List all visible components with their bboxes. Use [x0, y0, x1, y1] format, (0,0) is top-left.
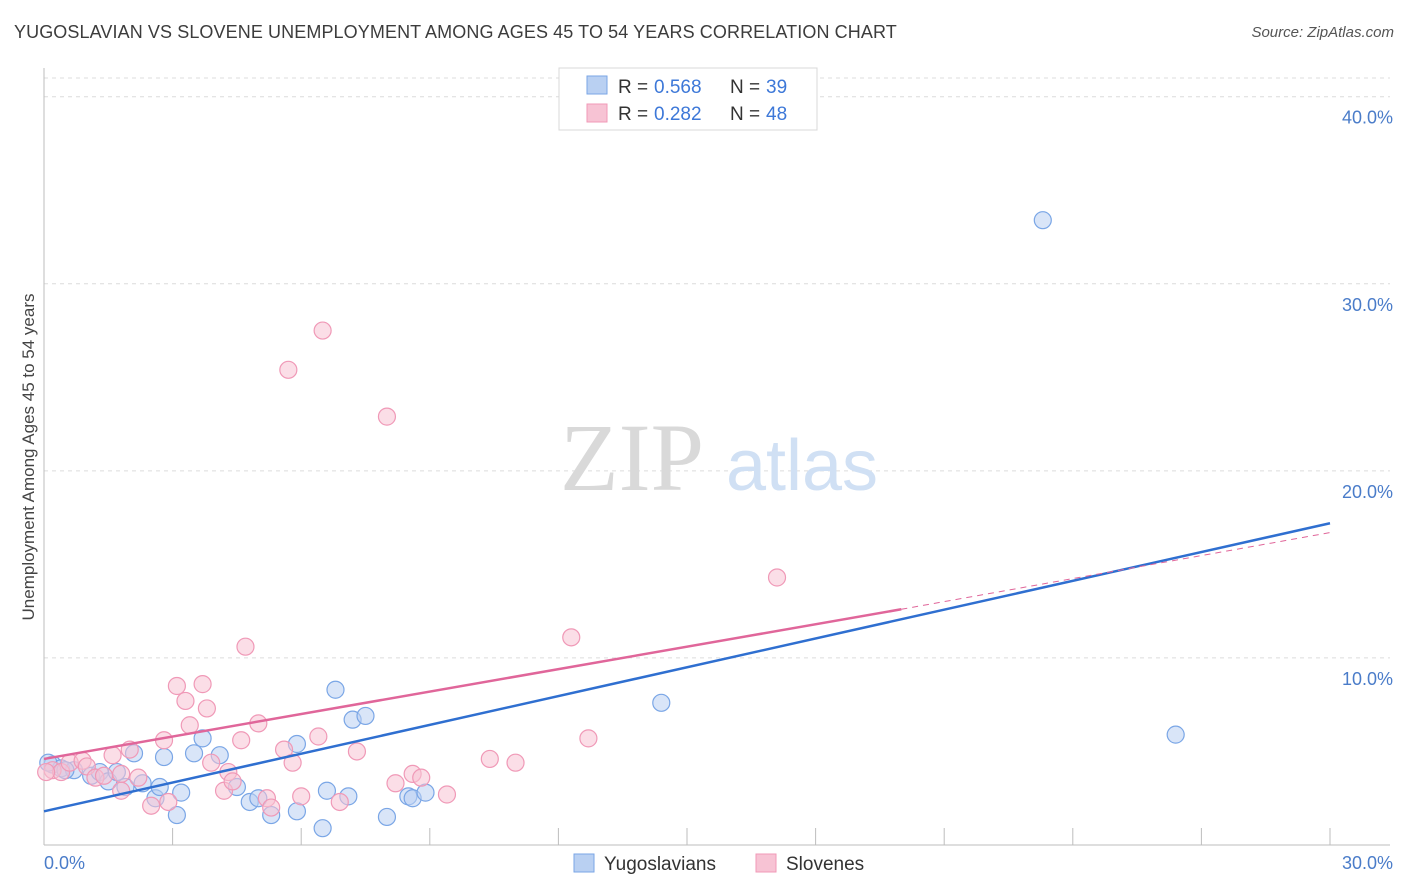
watermark-zip: ZIP	[560, 404, 704, 511]
point-slovenes-40	[506, 753, 525, 772]
point-yugoslavians-14	[172, 783, 191, 802]
point-yugoslavians-12	[154, 747, 174, 767]
point-slovenes-44	[279, 360, 298, 379]
data-points	[37, 211, 1185, 838]
point-yugoslavians-36	[1166, 725, 1185, 744]
trend-line-slovenes	[43, 608, 902, 761]
bottom-legend-yugoslavians: Yugoslavians	[604, 854, 716, 875]
point-yugoslavians-33	[313, 819, 332, 838]
point-slovenes-46	[377, 407, 397, 426]
y-tick-label-20: 20.0%	[1342, 482, 1393, 502]
point-yugoslavians-24	[317, 781, 337, 800]
point-yugoslavians-35	[1033, 211, 1052, 230]
trend-line-yugoslavians	[43, 522, 1331, 813]
legend-swatch-yugoslavians	[586, 75, 608, 95]
point-slovenes-18	[193, 675, 212, 694]
bottom-legend-slovenes: Slovenes	[786, 854, 864, 875]
point-slovenes-19	[197, 699, 216, 718]
point-yugoslavians-28	[356, 706, 375, 726]
watermark-atlas: atlas	[726, 426, 878, 506]
legend-r-label-2: R =	[618, 104, 648, 125]
y-axis-label: Unemployment Among Ages 45 to 54 years	[19, 294, 38, 621]
point-slovenes-20	[202, 753, 221, 772]
point-slovenes-16	[176, 691, 195, 711]
point-slovenes-25	[236, 637, 255, 656]
point-slovenes-38	[437, 785, 457, 804]
bottom-legend-swatch-yugoslavians	[573, 853, 595, 873]
legend-n-label-2: N =	[730, 104, 760, 125]
point-slovenes-39	[480, 749, 499, 769]
source-credit: Source: ZipAtlas.com	[1251, 24, 1394, 41]
point-slovenes-33	[330, 792, 349, 812]
point-slovenes-47	[37, 762, 56, 782]
x-tick-label-right: 30.0%	[1342, 853, 1393, 873]
point-slovenes-11	[129, 768, 148, 787]
point-yugoslavians-34	[652, 693, 671, 712]
bottom-legend: Yugoslavians Slovenes	[573, 853, 864, 875]
trend-lines	[43, 522, 1331, 813]
point-slovenes-31	[292, 787, 311, 806]
point-yugoslavians-16	[193, 729, 212, 748]
point-yugoslavians-15	[184, 744, 204, 763]
point-slovenes-14	[159, 792, 178, 812]
y-tick-label-30: 30.0%	[1342, 295, 1393, 315]
point-slovenes-24	[232, 731, 251, 750]
point-slovenes-30	[283, 753, 302, 772]
axes	[43, 68, 1390, 846]
point-yugoslavians-13	[167, 805, 186, 825]
point-slovenes-37	[412, 768, 431, 787]
point-slovenes-6	[94, 766, 114, 785]
point-slovenes-15	[167, 676, 186, 696]
gridlines	[44, 77, 1390, 659]
point-yugoslavians-29	[377, 807, 397, 827]
legend-r-value-yugoslavians: 0.568	[654, 77, 702, 98]
point-slovenes-42	[579, 729, 598, 748]
legend-swatch-slovenes	[586, 103, 608, 123]
point-slovenes-28	[262, 798, 281, 817]
legend: R = 0.568 N = 39 R = 0.282 N = 48	[558, 67, 818, 131]
legend-n-value-slovenes: 48	[766, 104, 787, 125]
point-yugoslavians-25	[326, 680, 345, 699]
point-slovenes-8	[112, 764, 131, 784]
point-slovenes-12	[142, 796, 161, 815]
legend-n-value-yugoslavians: 39	[766, 77, 787, 98]
point-slovenes-9	[112, 781, 131, 800]
legend-r-value-slovenes: 0.282	[654, 104, 702, 125]
x-tick-label-left: 0.0%	[44, 853, 85, 873]
point-slovenes-32	[309, 727, 328, 746]
bottom-legend-swatch-slovenes	[755, 853, 777, 873]
point-yugoslavians-32	[416, 783, 435, 802]
y-tick-label-40: 40.0%	[1342, 108, 1393, 128]
point-slovenes-35	[386, 774, 405, 793]
chart-title: YUGOSLAVIAN VS SLOVENE UNEMPLOYMENT AMON…	[14, 22, 897, 42]
point-slovenes-43	[767, 568, 787, 587]
point-slovenes-41	[562, 628, 581, 647]
y-tick-label-10: 10.0%	[1342, 669, 1393, 689]
point-slovenes-45	[313, 321, 332, 340]
tick-labels: 10.0% 20.0% 30.0% 40.0% 0.0% 30.0%	[44, 108, 1393, 873]
point-yugoslavians-23	[287, 802, 307, 821]
point-slovenes-34	[347, 742, 367, 761]
legend-n-label-1: N =	[730, 77, 760, 98]
point-slovenes-23	[223, 772, 242, 791]
legend-r-label-1: R =	[618, 77, 648, 98]
